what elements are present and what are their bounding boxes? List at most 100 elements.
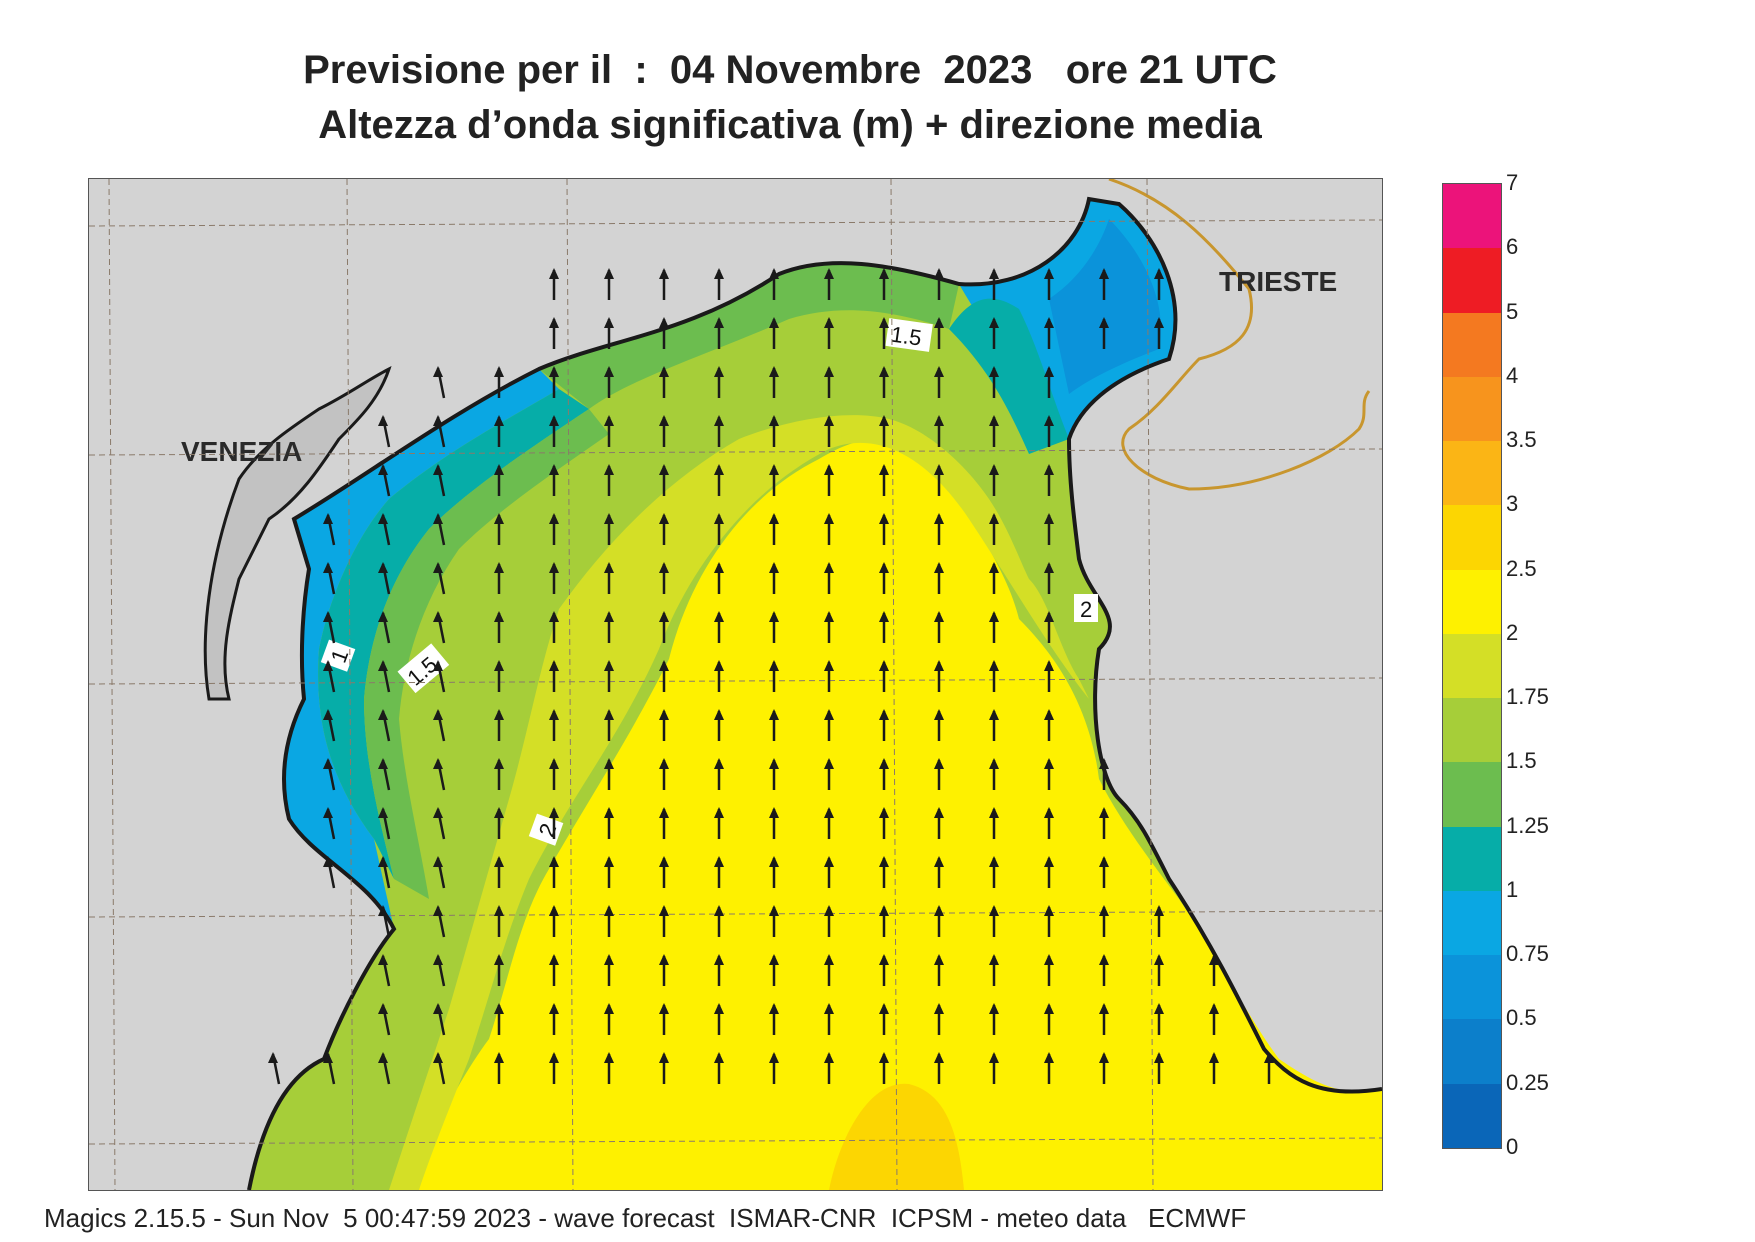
venice-lagoon [203, 366, 392, 701]
wave-arrow [714, 317, 724, 349]
wave-arrow [934, 905, 944, 937]
wave-arrow [879, 317, 889, 349]
wave-arrow [433, 807, 446, 840]
sea-band-yellow [409, 438, 1382, 1190]
wave-arrow [433, 1003, 446, 1036]
wave-arrow [604, 709, 614, 741]
graticule-parallel [89, 910, 1382, 918]
wave-arrow [769, 611, 779, 643]
wave-arrow [323, 807, 336, 840]
wave-arrow [989, 513, 999, 545]
wave-arrow [433, 954, 446, 987]
wave-arrow [604, 954, 614, 986]
colorbar-tick-label: 1.25 [1506, 812, 1549, 838]
wave-arrow [824, 1003, 834, 1035]
wave-arrow [1044, 1003, 1054, 1035]
wave-arrow [1099, 268, 1109, 300]
wave-arrow [769, 954, 779, 986]
wave-arrow [378, 660, 391, 693]
colorbar [1442, 183, 1502, 1149]
wave-arrow [549, 1003, 559, 1035]
wave-arrow [378, 1052, 391, 1085]
wave-arrow [433, 758, 446, 791]
wave-arrow [989, 856, 999, 888]
wave-arrow [769, 1003, 779, 1035]
wave-arrow [659, 1052, 669, 1084]
colorbar-band [1443, 441, 1501, 506]
wave-arrow [659, 513, 669, 545]
wave-arrow [714, 562, 724, 594]
wave-arrow [604, 464, 614, 496]
wave-arrow [769, 807, 779, 839]
sea-band-blue [284, 369, 559, 929]
wave-arrow [433, 1052, 446, 1085]
wave-arrow [659, 758, 669, 790]
graticule-meridian [566, 179, 574, 1190]
wave-arrow [1044, 758, 1054, 790]
wave-arrow [604, 562, 614, 594]
wave-direction-arrows [268, 268, 1274, 1085]
graticule-parallel [89, 448, 1382, 456]
wave-arrow [824, 758, 834, 790]
colorbar-band [1443, 633, 1501, 699]
wave-arrow [934, 415, 944, 447]
wave-arrow [659, 611, 669, 643]
wave-arrow [879, 807, 889, 839]
wave-arrow [1044, 366, 1054, 398]
colorbar-band [1443, 376, 1501, 442]
colorbar-tick-label: 0.5 [1506, 1005, 1537, 1031]
wave-arrow [549, 611, 559, 643]
wave-arrow [1099, 1003, 1109, 1035]
colorbar-band [1443, 569, 1501, 634]
wave-arrow [769, 562, 779, 594]
wave-arrow [769, 709, 779, 741]
wave-arrow [549, 464, 559, 496]
graticule-meridian [890, 179, 898, 1190]
colorbar-tick-label: 0.75 [1506, 941, 1549, 967]
wave-arrow [659, 562, 669, 594]
wave-arrow [549, 415, 559, 447]
wave-arrow [549, 660, 559, 692]
wave-arrow [714, 660, 724, 692]
wave-arrow [989, 905, 999, 937]
wave-arrow [879, 415, 889, 447]
graticule-meridian [346, 179, 354, 1190]
wave-arrow [934, 856, 944, 888]
sea-band-teal [318, 389, 589, 879]
wave-arrow [604, 905, 614, 937]
wave-arrow [824, 954, 834, 986]
wave-arrow [549, 268, 559, 300]
colorbar-band [1443, 890, 1501, 956]
wave-arrow [1044, 905, 1054, 937]
wave-arrow [494, 562, 504, 594]
wave-arrow [934, 513, 944, 545]
wave-arrow [433, 660, 446, 693]
wave-arrow [1044, 317, 1054, 349]
wave-arrow [378, 905, 391, 938]
wave-arrow [879, 1052, 889, 1084]
wave-arrow [824, 611, 834, 643]
graticule [89, 179, 1382, 1190]
wave-arrow [549, 954, 559, 986]
wave-arrow [549, 366, 559, 398]
wave-arrow [989, 317, 999, 349]
wave-arrow [989, 1003, 999, 1035]
wave-arrow [494, 366, 504, 398]
colorbar-tick-label: 2 [1506, 619, 1519, 645]
colorbar-band [1443, 1019, 1501, 1084]
wave-arrow [494, 660, 504, 692]
colorbar-band [1443, 698, 1501, 763]
wave-arrow [604, 758, 614, 790]
wave-arrow [714, 268, 724, 300]
wave-arrow [879, 758, 889, 790]
wave-arrow [378, 464, 391, 497]
wave-arrow [714, 366, 724, 398]
wave-arrow [494, 464, 504, 496]
wave-arrow [934, 709, 944, 741]
wave-arrow [378, 611, 391, 644]
wave-arrow [549, 856, 559, 888]
wave-arrow [989, 1052, 999, 1084]
footer-credit: Magics 2.15.5 - Sun Nov 5 00:47:59 2023 … [44, 1203, 1247, 1233]
colorbar-tick-label: 1.5 [1506, 748, 1537, 774]
colorbar-tick-label: 0 [1506, 1134, 1519, 1159]
